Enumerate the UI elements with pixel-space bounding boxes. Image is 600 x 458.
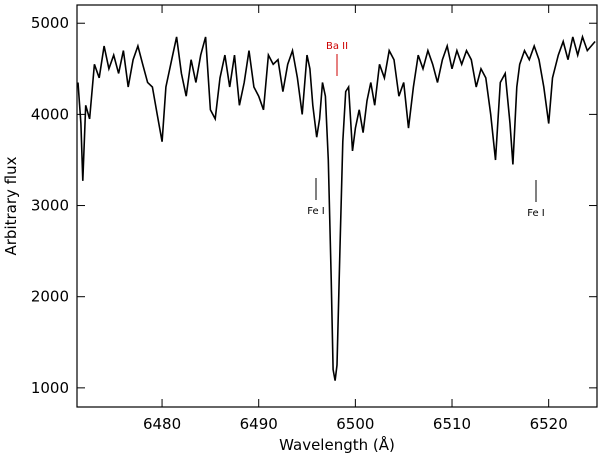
y-tick-label: 3000 (31, 197, 69, 215)
annotation: Fe I (527, 208, 545, 219)
x-tick-label: 6500 (336, 415, 374, 433)
x-tick-label: 6510 (433, 415, 471, 433)
y-axis-label: Arbitrary flux (2, 156, 20, 255)
x-tick-label: 6520 (530, 415, 568, 433)
x-tick-label: 6490 (240, 415, 278, 433)
x-tick-label: 6480 (143, 415, 181, 433)
y-tick-label: 5000 (31, 14, 69, 32)
y-tick-label: 4000 (31, 105, 69, 123)
spectrum-line (77, 34, 596, 381)
x-axis-label: Wavelength (Å) (279, 435, 395, 454)
annotation: Ba II (326, 41, 348, 52)
y-tick-label: 1000 (31, 379, 69, 397)
annotation: Fe I (307, 206, 325, 217)
y-tick-label: 2000 (31, 288, 69, 306)
